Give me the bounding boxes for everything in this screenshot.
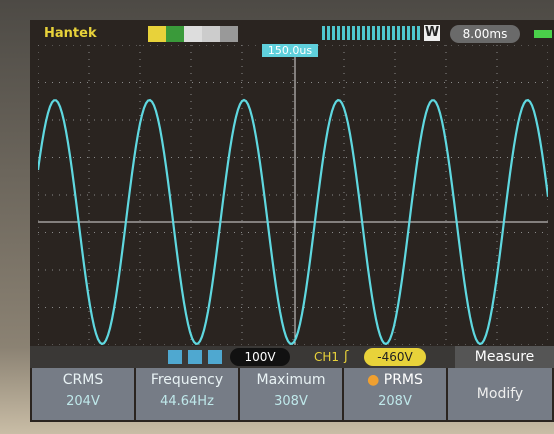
battery <box>534 30 552 38</box>
measurement-label: ● PRMS <box>367 372 423 388</box>
menu-title: Measure <box>455 346 554 368</box>
measurement[interactable]: ● PRMS 208V <box>344 368 446 420</box>
channel-icons <box>168 350 226 364</box>
measurement-value: 44.64Hz <box>160 394 214 409</box>
memory-bar <box>322 26 422 40</box>
measurement-value: 204V <box>66 394 100 409</box>
timebase: 8.00ms <box>450 25 520 43</box>
channel-scale: 100V <box>230 348 290 366</box>
measurement-value: 308V <box>274 394 308 409</box>
measurement-value: 208V <box>378 394 412 409</box>
mode: W <box>424 25 440 41</box>
measurement-label: Frequency <box>150 372 224 388</box>
measurement-label: CRMS <box>62 372 104 388</box>
selected-dot: ● <box>367 372 384 388</box>
trigger-icons <box>148 26 238 42</box>
measurement[interactable]: CRMS 204V <box>32 368 134 420</box>
measurement-label: Maximum <box>256 372 326 388</box>
trigger-level: -460V <box>364 348 426 366</box>
measurement[interactable]: Frequency 44.64Hz <box>136 368 238 420</box>
brand: Hantek <box>44 26 97 41</box>
waveform <box>38 98 548 345</box>
trigger-time: 150.0us <box>262 44 318 57</box>
trigger-edge-icon: ʃ <box>344 349 349 364</box>
modify-button[interactable]: Modify <box>448 368 552 420</box>
graticule <box>38 45 548 345</box>
measurement[interactable]: Maximum 308V <box>240 368 342 420</box>
channel: CH1 <box>314 350 340 364</box>
